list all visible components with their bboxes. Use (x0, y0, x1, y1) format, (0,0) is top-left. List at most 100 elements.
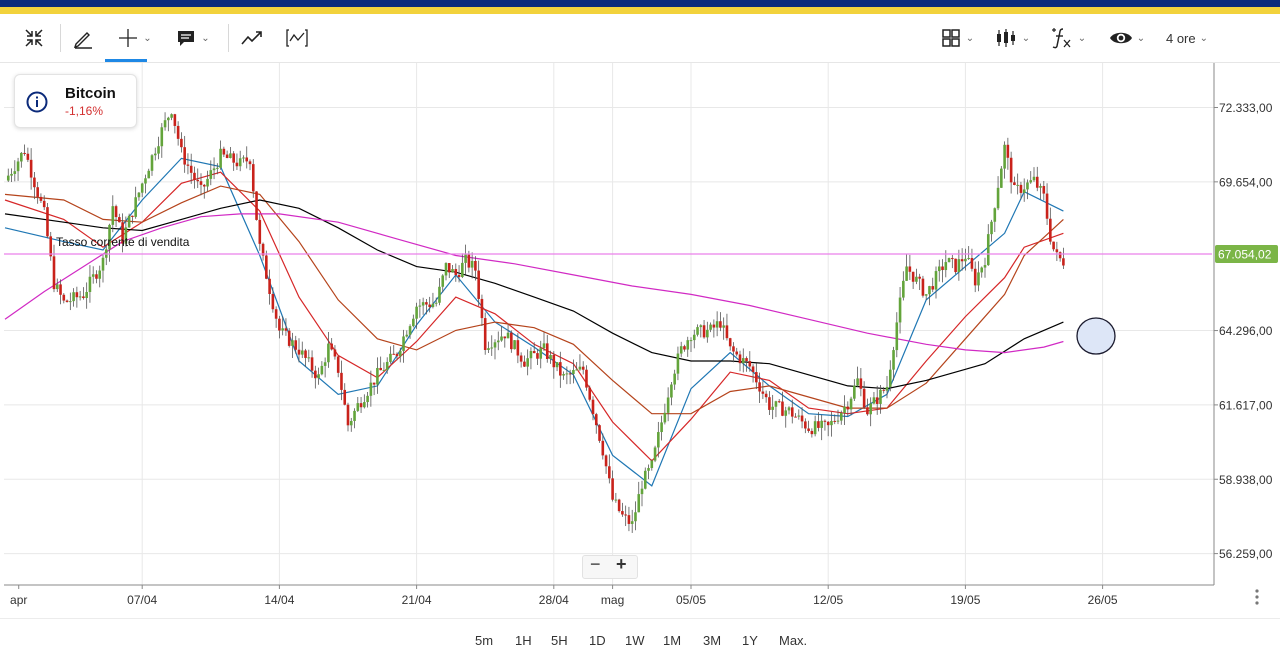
candle-body (706, 329, 709, 338)
candle-body (392, 353, 396, 355)
candle-body (438, 286, 441, 303)
candle-body (69, 301, 72, 303)
candle-body (866, 407, 869, 415)
candle-body (732, 346, 735, 352)
candle-body (333, 349, 337, 357)
chart-axes: 72.333,00 69.654,00 67.054,02 64.296,00 61.6… (4, 63, 1278, 607)
range-max-button[interactable]: Max. (779, 633, 808, 648)
candle-body (500, 336, 503, 341)
candle-body (346, 404, 350, 426)
candle-body (216, 167, 219, 169)
candle-body (451, 269, 454, 273)
range-1d-button[interactable]: 1D (589, 633, 606, 648)
candle-body (996, 187, 1000, 209)
candle-body (46, 207, 49, 237)
zoom-in-button[interactable]: + (616, 554, 627, 574)
candle-body (356, 403, 360, 411)
current-price-label: 67.054,02 (1218, 248, 1272, 262)
range-1w-button[interactable]: 1W (625, 633, 645, 648)
candle-body (131, 215, 134, 217)
range-1y-button[interactable]: 1Y (742, 633, 758, 648)
candle-body (937, 266, 941, 272)
chart-overlays: Tasso corrente di vendita (4, 235, 1212, 355)
candle-body (88, 276, 92, 292)
candle-body (1026, 182, 1029, 190)
candle-body (170, 114, 173, 118)
candle-body (300, 350, 304, 355)
candle-body (163, 120, 167, 128)
candle-body (794, 416, 797, 418)
candle-body (526, 358, 529, 367)
visibility-button[interactable]: ⌄ (1104, 14, 1150, 62)
chevron-down-icon: ⌄ (143, 32, 152, 44)
candle-body (931, 286, 935, 290)
candle-body (477, 270, 480, 299)
candle-body (1032, 176, 1036, 181)
candle-body (951, 258, 954, 260)
indicator-line (4, 213, 1064, 354)
candle-body (101, 257, 105, 271)
candle-body (545, 343, 549, 359)
candle-body (741, 358, 745, 364)
toolbar-divider (228, 24, 229, 52)
indicator-icon (286, 29, 308, 47)
toolbar-divider (60, 24, 61, 52)
candle-body (147, 170, 151, 179)
crosshair-button[interactable]: ⌄ (112, 14, 157, 62)
brand-stripe (0, 0, 1280, 14)
candle-body (461, 262, 464, 278)
candle-body (363, 402, 366, 408)
chevron-down-icon: ⌄ (1021, 32, 1031, 44)
range-5m-button[interactable]: 5m (475, 633, 494, 648)
candle-body (323, 362, 327, 366)
candle-body (892, 350, 895, 370)
candle-body (722, 325, 725, 328)
chevron-down-icon: ⌄ (1136, 32, 1146, 44)
candle-body (1000, 168, 1003, 188)
candle-body (82, 296, 85, 299)
instrument-name: Bitcoin (65, 85, 116, 102)
candle-body (647, 468, 650, 471)
candle-body (709, 324, 712, 330)
candle-body (487, 348, 490, 350)
candle-body (150, 155, 154, 171)
collapse-button[interactable] (18, 14, 50, 62)
candle-body (29, 159, 33, 178)
instrument-info-card[interactable]: Bitcoin -1,16% (14, 74, 137, 128)
info-icon[interactable] (26, 91, 48, 113)
range-3m-button[interactable]: 3M (703, 633, 722, 648)
trend-button[interactable] (238, 14, 266, 62)
chart-type-button[interactable]: ⌄ (992, 14, 1032, 62)
candle-body (6, 175, 10, 181)
price-chart[interactable]: Tasso corrente di vendita 72.333,00 69.65… (0, 63, 1280, 618)
more-options-icon[interactable] (1254, 588, 1260, 606)
interval-select[interactable]: 4 ore ⌄ (1163, 14, 1211, 62)
candle-body (111, 206, 115, 225)
layout-button[interactable]: ⌄ (938, 14, 976, 62)
candle-body (859, 378, 863, 389)
candle-body (712, 324, 716, 328)
function-button[interactable]: ⌄ (1044, 14, 1090, 62)
comment-button[interactable]: ⌄ (170, 14, 215, 62)
range-1m-button[interactable]: 1M (663, 633, 682, 648)
candle-body (412, 318, 415, 327)
x-tick-label: 14/04 (264, 593, 294, 607)
candle-body (862, 388, 866, 408)
indicator-button[interactable] (284, 14, 310, 62)
range-1h-button[interactable]: 1H (515, 633, 532, 648)
candle-body (634, 512, 637, 522)
candle-body (65, 300, 69, 302)
candle-body (924, 294, 928, 296)
candle-body (85, 291, 88, 299)
zoom-out-button[interactable]: − (590, 554, 601, 574)
draw-button[interactable] (70, 14, 96, 62)
candle-body (242, 157, 245, 159)
candle-body (376, 367, 379, 385)
candle-body (10, 173, 13, 176)
candle-body (366, 395, 369, 403)
candle-body (457, 274, 461, 278)
range-5h-button[interactable]: 5H (551, 633, 568, 648)
candle-body (591, 399, 595, 415)
candle-body (140, 183, 144, 193)
candle-body (666, 397, 670, 413)
